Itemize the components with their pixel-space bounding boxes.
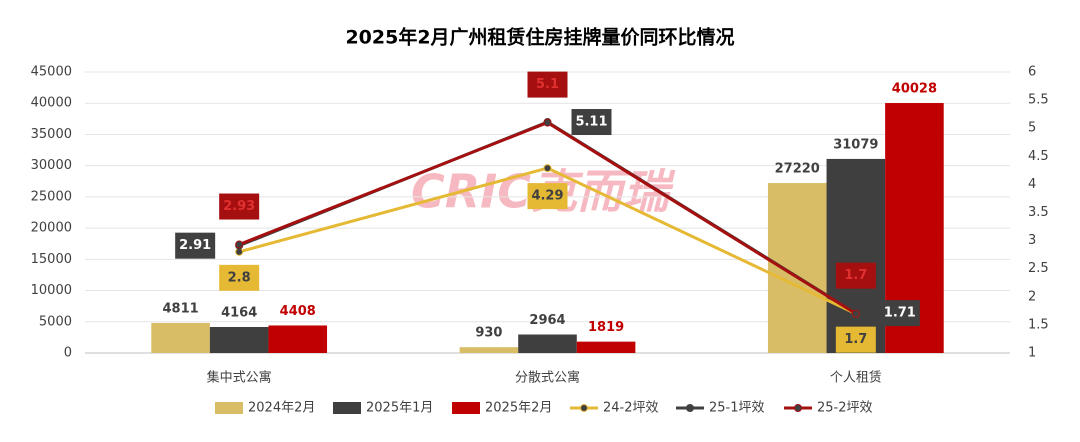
y-tick-label: 45000 — [31, 65, 72, 80]
bar — [826, 158, 886, 353]
label-box — [571, 109, 612, 136]
bar-value-label: 930 — [475, 326, 502, 341]
legend-marker — [580, 404, 588, 412]
y-tick-label: 0 — [64, 346, 72, 361]
label-box — [835, 262, 876, 289]
line-value-text: 2.93 — [223, 199, 255, 214]
line-value-text: 2.91 — [179, 238, 211, 253]
line-value-text: 5.11 — [575, 115, 607, 130]
y-tick-label: 15000 — [31, 252, 72, 267]
line-value-text: 1.71 — [884, 306, 916, 321]
bar-value-label: 4811 — [162, 301, 198, 316]
bar-value-label: 31079 — [833, 137, 878, 152]
y2-tick-label: 2.5 — [1028, 261, 1049, 276]
line-value-label: 2.93 — [219, 193, 260, 220]
x-tick-label: 个人租赁 — [830, 371, 882, 386]
legend-label: 2025年2月 — [485, 401, 552, 416]
y-tick-label: 30000 — [31, 158, 72, 173]
legend-label: 25-1坪效 — [709, 401, 765, 416]
y2-tick-label: 6 — [1028, 65, 1036, 80]
legend-label: 2025年1月 — [366, 401, 433, 416]
y2-tick-label: 5 — [1028, 121, 1036, 136]
y2-tick-label: 4 — [1028, 177, 1036, 192]
legend-label: 25-2坪效 — [817, 401, 873, 416]
line-value-label: 2.91 — [175, 232, 216, 259]
bar-value-label: 2964 — [529, 313, 565, 328]
y-tick-label: 5000 — [39, 314, 72, 329]
line-value-text: 1.7 — [844, 268, 867, 283]
label-box — [175, 232, 216, 259]
y2-tick-label: 1.5 — [1028, 317, 1049, 332]
legend-swatch — [215, 402, 243, 414]
legend-swatch — [333, 402, 361, 414]
line-value-text: 2.8 — [228, 270, 251, 285]
bar — [459, 347, 519, 353]
bar-value-label: 4164 — [221, 305, 257, 320]
line-value-label: 2.8 — [219, 264, 260, 291]
legend-marker — [794, 404, 802, 412]
legend-label: 2024年2月 — [248, 401, 315, 416]
label-box — [879, 300, 920, 327]
y2-tick-label: 3.5 — [1028, 205, 1049, 220]
label-box — [219, 193, 260, 220]
bar — [767, 183, 827, 353]
line-point — [235, 240, 244, 249]
y2-tick-label: 1 — [1028, 346, 1036, 361]
chart-title: 2025年2月广州租赁住房挂牌量价同环比情况 — [345, 26, 734, 49]
line-point — [543, 164, 552, 173]
y2-tick-label: 2 — [1028, 289, 1036, 304]
y-tick-label: 10000 — [31, 283, 72, 298]
legend-marker — [686, 404, 694, 412]
x-tick-label: 集中式公寓 — [207, 370, 272, 386]
y-tick-label: 35000 — [31, 127, 72, 142]
line-value-text: 1.7 — [844, 332, 867, 347]
bar — [268, 325, 328, 353]
bar — [209, 326, 269, 353]
line-value-label: 4.29 — [527, 183, 568, 210]
line-point — [543, 118, 552, 127]
label-box — [527, 183, 568, 210]
y-tick-label: 25000 — [31, 189, 72, 204]
label-box — [527, 71, 568, 98]
line-point — [851, 309, 860, 318]
y2-tick-label: 4.5 — [1028, 149, 1049, 164]
line-value-text: 4.29 — [531, 189, 563, 204]
line-value-label: 5.1 — [527, 71, 568, 98]
x-tick-label: 分散式公寓 — [515, 370, 580, 386]
bar-value-label: 1819 — [588, 320, 624, 335]
bar-value-label: 4408 — [280, 304, 316, 319]
label-box — [219, 264, 260, 291]
bar — [576, 341, 636, 353]
legend-swatch — [452, 402, 480, 414]
legend-label: 24-2坪效 — [603, 401, 659, 416]
bar — [151, 322, 210, 353]
y2-tick-label: 3 — [1028, 233, 1036, 248]
y2-tick-label: 5.5 — [1028, 93, 1049, 108]
line-value-label: 5.11 — [571, 109, 612, 136]
line-value-label: 1.71 — [879, 300, 920, 327]
label-box — [835, 326, 876, 353]
bar-value-label: 27220 — [775, 162, 820, 177]
line-value-label: 1.7 — [835, 262, 876, 289]
bar — [518, 334, 577, 353]
bar-value-label: 40028 — [892, 82, 937, 97]
y-tick-label: 40000 — [31, 96, 72, 111]
line-value-label: 1.7 — [835, 326, 876, 353]
line-value-text: 5.1 — [536, 77, 559, 92]
y-tick-label: 20000 — [31, 221, 72, 236]
